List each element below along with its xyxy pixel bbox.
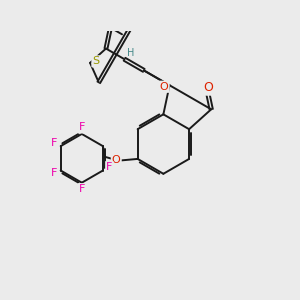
Text: S: S bbox=[92, 56, 100, 66]
Text: O: O bbox=[160, 82, 169, 92]
Text: F: F bbox=[79, 184, 85, 194]
Text: F: F bbox=[79, 122, 85, 132]
Text: F: F bbox=[106, 162, 112, 172]
Text: F: F bbox=[51, 169, 57, 178]
Text: O: O bbox=[112, 155, 121, 165]
Text: O: O bbox=[203, 82, 213, 94]
Text: H: H bbox=[128, 48, 135, 58]
Text: F: F bbox=[51, 138, 57, 148]
